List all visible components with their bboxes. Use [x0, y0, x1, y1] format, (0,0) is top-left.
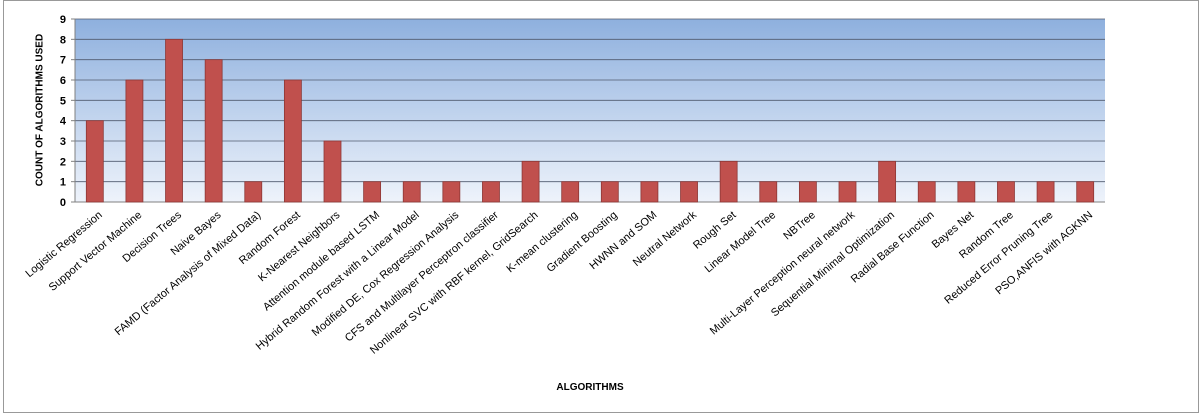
x-tick-label: NBTree	[781, 209, 817, 242]
bar	[402, 181, 421, 203]
bar	[838, 181, 857, 203]
bar	[997, 181, 1015, 203]
bar	[600, 181, 619, 203]
x-tick-label: Modified DE, Cox Regression Analysis	[310, 209, 462, 339]
bar	[283, 79, 302, 203]
x-tick-label: Linear Model Tree	[703, 209, 779, 275]
x-axis-title: ALGORITHMS	[556, 382, 624, 393]
x-tick-label: Multi-Layer Perception neural network	[708, 209, 858, 338]
bar	[759, 181, 778, 203]
y-tick-label: 0	[60, 197, 66, 209]
bar	[798, 181, 817, 203]
y-tick-label: 7	[60, 55, 66, 67]
y-tick-label: 1	[60, 177, 66, 189]
x-tick-label: Gradient Boosting	[545, 209, 620, 275]
bar	[323, 140, 342, 203]
bar	[521, 160, 540, 203]
bar	[442, 181, 461, 203]
bar	[719, 160, 738, 203]
bar	[878, 160, 897, 203]
bar	[561, 181, 580, 203]
y-tick-label: 3	[60, 136, 66, 148]
bar	[125, 79, 144, 203]
bar	[957, 181, 976, 203]
x-tick-label: K-mean clustering	[504, 209, 580, 275]
bar	[917, 181, 936, 203]
bar	[1036, 181, 1055, 203]
y-axis-title: COUNT OF ALGORITHMS USED	[35, 34, 46, 186]
bar	[640, 181, 659, 203]
chart-frame	[3, 0, 1199, 413]
x-tick-label: HWNN and SOM	[587, 209, 659, 272]
bar	[85, 120, 104, 203]
y-tick-label: 9	[60, 14, 66, 26]
bar	[363, 181, 382, 203]
bar	[680, 181, 698, 203]
bar	[1076, 181, 1095, 203]
bar	[165, 38, 183, 203]
x-tick-label: FAMD (Factor Analysis of Mixed Data)	[113, 209, 264, 338]
y-tick-label: 6	[60, 75, 66, 87]
bar	[244, 181, 263, 203]
bar	[204, 59, 223, 203]
y-tick-label: 2	[60, 156, 66, 168]
plot-area	[75, 19, 1105, 202]
bar	[482, 181, 500, 203]
y-tick-label: 5	[60, 95, 66, 107]
y-tick-label: 8	[60, 34, 66, 46]
y-tick-label: 4	[60, 116, 67, 128]
